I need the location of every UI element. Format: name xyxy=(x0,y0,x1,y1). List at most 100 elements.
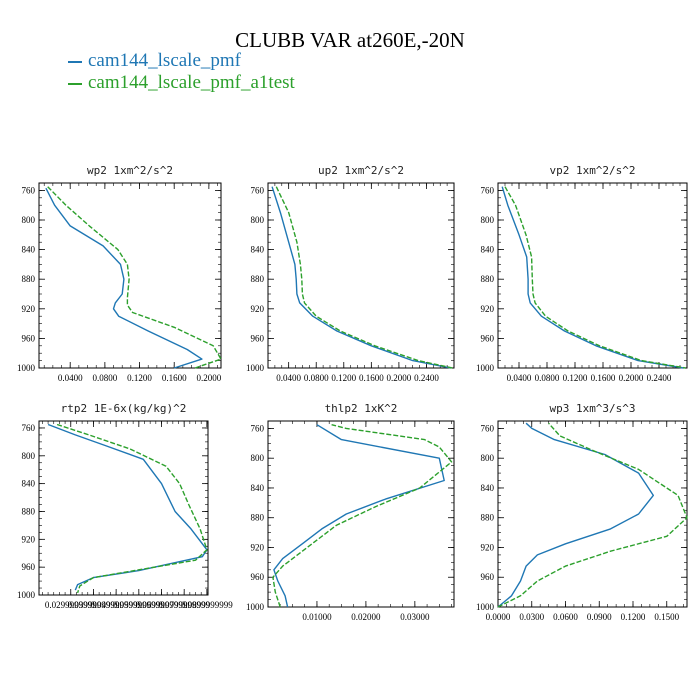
x-tick-label: 0.1600 xyxy=(359,373,384,383)
legend-item-a1test: cam144_lscale_pmf_a1test xyxy=(68,72,295,94)
plot-panel-2: up2 1xm^2/s^2 760 800 840 880 920 960 1000 0.040… xyxy=(246,164,455,383)
y-tick-label: 760 xyxy=(481,423,495,433)
plot-title: wp2 1xm^2/s^2 xyxy=(87,164,173,177)
x-tick-label: 0.0899999999 xyxy=(181,600,233,610)
y-tick-label: 920 xyxy=(481,542,495,552)
y-tick-label: 1000 xyxy=(246,602,265,612)
plot-panel-6: wp3 1xm^3/s^3 760 800 840 880 920 960 10000.000… xyxy=(476,402,688,622)
y-tick-label: 840 xyxy=(251,245,265,255)
plot-title: thlp2 1xK^2 xyxy=(325,402,398,415)
figure-title: CLUBB VAR at260E,-20N xyxy=(235,28,465,52)
x-tick-label: 0.01000 xyxy=(302,612,332,622)
x-tick-label: 0.2400 xyxy=(414,373,439,383)
x-tick-label: 0.0000 xyxy=(486,612,511,622)
y-tick-label: 960 xyxy=(251,572,265,582)
series-line-pmf xyxy=(45,187,203,369)
x-tick-label: 0.0800 xyxy=(92,373,117,383)
legend-line-a1test xyxy=(68,82,82,85)
y-tick-label: 960 xyxy=(251,333,265,343)
series-line-pmf xyxy=(501,186,684,369)
x-tick-label: 0.1200 xyxy=(127,373,152,383)
x-tick-label: 0.0800 xyxy=(304,373,329,383)
y-tick-label: 1000 xyxy=(246,363,265,373)
series-line-pmf xyxy=(47,423,208,591)
y-tick-label: 880 xyxy=(251,513,265,523)
y-tick-label: 920 xyxy=(251,304,265,314)
x-tick-label: 0.0499999999 xyxy=(90,600,142,610)
plot-frame xyxy=(267,182,455,369)
y-tick-label: 760 xyxy=(481,185,495,195)
y-tick-label: 760 xyxy=(251,423,265,433)
x-tick-label: 0.0400 xyxy=(507,373,532,383)
y-tick-label: 760 xyxy=(22,423,36,433)
x-tick-label: 0.2000 xyxy=(196,373,221,383)
x-tick-label: 0.2000 xyxy=(387,373,412,383)
series-line-pmf xyxy=(273,424,445,608)
x-tick-label: 0.02000 xyxy=(351,612,381,622)
y-tick-label: 960 xyxy=(22,562,36,572)
x-tick-label: 0.03000 xyxy=(400,612,430,622)
y-tick-label: 960 xyxy=(22,333,36,343)
y-tick-label: 880 xyxy=(22,506,36,516)
x-tick-label: 0.0799999999 xyxy=(158,600,210,610)
plot-panel-5: thlp2 1xK^2 760 800 840 880 920 960 1000 0.01000… xyxy=(246,402,455,622)
legend-label-a1test: cam144_lscale_pmf_a1test xyxy=(88,72,295,93)
y-tick-label: 880 xyxy=(251,274,265,284)
x-tick-label: 0.0399999999 xyxy=(68,600,120,610)
plot-title: vp2 1xm^2/s^2 xyxy=(549,164,635,177)
y-tick-label: 760 xyxy=(22,185,36,195)
x-tick-label: 0.0299999999 xyxy=(45,600,97,610)
plot-title: rtp2 1E-6x(kg/kg)^2 xyxy=(61,402,187,415)
x-tick-label: 0.1200 xyxy=(563,373,588,383)
y-tick-label: 1000 xyxy=(17,590,36,600)
y-tick-label: 960 xyxy=(481,333,495,343)
legend-line-pmf xyxy=(68,60,82,63)
y-tick-label: 880 xyxy=(481,513,495,523)
x-tick-label: 0.0800 xyxy=(535,373,560,383)
y-tick-label: 840 xyxy=(481,483,495,493)
series-line-a1test xyxy=(47,186,222,369)
plot-frame xyxy=(497,182,688,369)
x-tick-label: 0.1600 xyxy=(162,373,187,383)
plot-frame xyxy=(38,182,222,369)
y-tick-label: 1000 xyxy=(17,363,36,373)
y-tick-label: 800 xyxy=(251,215,265,225)
series-line-pmf xyxy=(271,186,451,369)
series-line-pmf xyxy=(497,422,654,608)
y-tick-label: 800 xyxy=(251,453,265,463)
y-tick-label: 920 xyxy=(22,304,36,314)
series-line-a1test xyxy=(56,423,208,594)
x-tick-label: 0.0400 xyxy=(58,373,83,383)
y-tick-label: 800 xyxy=(22,451,36,461)
x-tick-label: 0.1500 xyxy=(654,612,679,622)
series-line-a1test xyxy=(272,424,453,608)
y-tick-label: 920 xyxy=(251,542,265,552)
y-tick-label: 800 xyxy=(22,215,36,225)
series-line-a1test xyxy=(497,422,688,608)
y-tick-label: 800 xyxy=(481,215,495,225)
y-tick-label: 880 xyxy=(22,274,36,284)
y-tick-label: 760 xyxy=(251,185,265,195)
x-tick-label: 0.0600 xyxy=(553,612,578,622)
legend-item-pmf: cam144_lscale_pmf xyxy=(68,50,241,72)
x-tick-label: 0.1200 xyxy=(331,373,356,383)
y-tick-label: 840 xyxy=(22,479,36,489)
x-tick-label: 0.0900 xyxy=(587,612,612,622)
x-tick-label: 0.2400 xyxy=(647,373,672,383)
y-tick-label: 880 xyxy=(481,274,495,284)
plot-panel-3: vp2 1xm^2/s^2 760 800 840 880 920 960 1000 0.040… xyxy=(476,164,688,383)
y-tick-label: 1000 xyxy=(476,602,495,612)
x-tick-label: 0.0300 xyxy=(519,612,544,622)
y-tick-label: 840 xyxy=(251,483,265,493)
x-tick-label: 0.1200 xyxy=(621,612,646,622)
x-tick-label: 0.0400 xyxy=(276,373,301,383)
plot-panel-1: wp2 1xm^2/s^2 760 800 840 880 920 960 1000 0.040… xyxy=(17,164,222,383)
legend-label-pmf: cam144_lscale_pmf xyxy=(88,50,242,71)
plot-panel-4: rtp2 1E-6x(kg/kg)^2 760 800 840 880 920 960 100… xyxy=(17,402,233,610)
plot-frame xyxy=(497,420,688,608)
y-tick-label: 1000 xyxy=(476,363,495,373)
y-tick-label: 800 xyxy=(481,453,495,463)
plot-title: up2 1xm^2/s^2 xyxy=(318,164,404,177)
plot-frame xyxy=(38,420,209,596)
